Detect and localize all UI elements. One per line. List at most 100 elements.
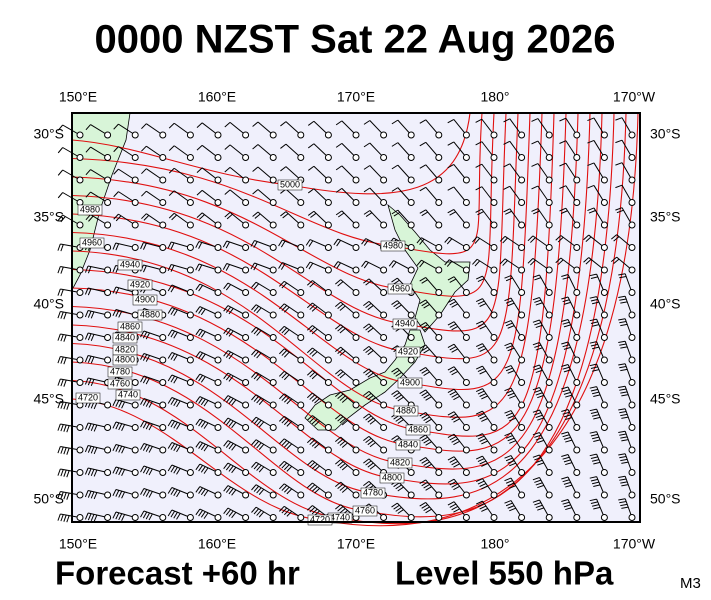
barb-flag: [140, 242, 144, 250]
wind-barb: [223, 507, 250, 521]
barb-flag: [115, 422, 120, 430]
barb-flag: [620, 391, 628, 394]
contour-label-box: [387, 457, 413, 469]
barb-flag: [253, 373, 260, 380]
barb-station: [104, 424, 112, 431]
barb-flag: [561, 431, 569, 435]
wind-barb: [84, 310, 112, 319]
lat-label-right: 40°S: [650, 296, 681, 312]
barb-flag: [63, 469, 67, 477]
barb-flag: [590, 478, 598, 482]
wind-barb: [561, 319, 581, 341]
barb-flag: [615, 162, 623, 166]
wind-barb: [84, 355, 112, 364]
barb-flag: [419, 141, 427, 147]
barb-flag: [425, 508, 432, 514]
barb-station: [324, 446, 332, 454]
barb-flag: [341, 465, 348, 471]
barb-flag: [148, 513, 153, 521]
barb-flag: [306, 325, 313, 331]
barb-station: [214, 289, 222, 296]
barb-flag: [90, 334, 95, 341]
barb-station: [518, 131, 526, 139]
lat-label-left: 30°S: [33, 126, 64, 142]
barb-flag: [592, 324, 600, 327]
barb-flag: [170, 488, 176, 495]
wind-barb: [447, 321, 470, 341]
contour-label-box: [107, 366, 133, 378]
barb-station: [462, 199, 470, 206]
barb-flag: [225, 464, 231, 471]
barb-flag: [281, 282, 288, 289]
barb-station: [573, 176, 581, 184]
barb-flag: [421, 414, 428, 419]
barb-station: [490, 199, 498, 206]
barb-flag: [57, 468, 61, 476]
barb-flag: [335, 436, 342, 443]
barb-station: [131, 401, 139, 409]
barb-flag: [365, 280, 372, 286]
barb-flag: [561, 364, 569, 367]
contour-label: 4860: [408, 424, 428, 434]
contour-label: 4960: [82, 237, 102, 247]
barb-flag: [620, 436, 628, 439]
barb-flag: [121, 514, 126, 521]
barb-station: [573, 424, 581, 431]
barb-station: [186, 289, 194, 296]
barb-flag: [391, 164, 399, 170]
barb-flag: [535, 369, 543, 374]
barb-flag: [60, 289, 64, 297]
wind-barb: [419, 119, 443, 139]
barb-flag: [589, 363, 597, 367]
barb-flag: [451, 326, 459, 331]
barb-flag: [507, 460, 515, 464]
barb-flag: [481, 508, 488, 512]
barb-flag: [84, 512, 89, 520]
barb-station: [324, 131, 332, 139]
wind-barb: [532, 342, 553, 364]
barb-flag: [90, 469, 95, 476]
barb-flag: [444, 259, 450, 266]
barb-flag: [365, 460, 372, 466]
barb-flag: [475, 478, 483, 483]
barb-station: [76, 334, 84, 341]
contour-label-box: [75, 392, 101, 404]
barb-station: [518, 446, 526, 454]
barb-flag: [85, 191, 91, 198]
level-label: Level 550 hPa: [395, 555, 614, 592]
barb-station: [490, 356, 498, 364]
barb-flag: [311, 396, 318, 402]
barb-station: [104, 356, 112, 364]
barb-flag: [475, 298, 483, 303]
barb-station: [214, 514, 222, 521]
barb-station: [380, 514, 388, 521]
barb-station: [242, 356, 250, 364]
barb-flag: [369, 419, 376, 425]
barb-flag: [258, 444, 265, 450]
barb-flag: [590, 298, 598, 302]
barb-flag: [475, 343, 483, 348]
barb-flag: [112, 466, 117, 474]
barb-flag: [167, 264, 172, 272]
barb-flag: [339, 418, 346, 424]
barb-flag: [620, 346, 628, 349]
barb-flag: [561, 454, 569, 457]
barb-station: [380, 401, 388, 409]
contour-label-box: [379, 472, 405, 484]
barb-flag: [337, 416, 344, 422]
barb-flag: [140, 488, 145, 495]
barb-flag: [339, 463, 346, 469]
barb-station: [407, 356, 415, 364]
barb-station: [269, 446, 277, 454]
barb-flag: [281, 395, 288, 401]
barb-flag: [256, 442, 262, 449]
barb-flag: [306, 460, 313, 466]
barb-flag: [363, 435, 370, 441]
barb-flag: [613, 258, 620, 264]
wind-barb: [532, 409, 553, 431]
barb-flag: [587, 139, 595, 144]
wind-barb: [251, 326, 277, 341]
barb-flag: [593, 439, 601, 442]
barb-flag: [118, 423, 123, 431]
barb-flag: [557, 236, 564, 243]
